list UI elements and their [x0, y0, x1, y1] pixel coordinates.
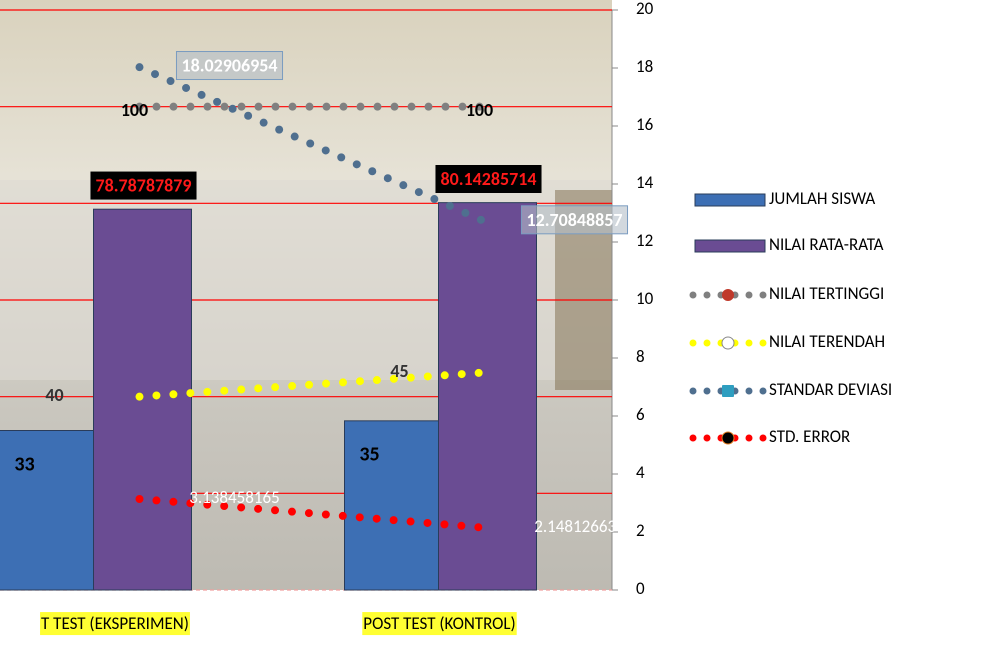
legend-marker	[722, 289, 734, 301]
y2-tick-label: 12	[636, 230, 653, 251]
data-label: 12.70848857	[526, 209, 622, 231]
line-series	[135, 368, 489, 401]
legend-marker	[721, 336, 735, 350]
y2-tick-label: 6	[636, 404, 645, 425]
legend-label: STANDAR DEVIASI	[769, 379, 892, 400]
data-label: 45	[390, 360, 408, 382]
y2-tick-label: 8	[636, 346, 645, 367]
y2-tick-label: 4	[636, 462, 645, 483]
legend-marker	[722, 385, 734, 397]
data-label: 80.14285714	[440, 168, 536, 190]
bar	[438, 202, 537, 591]
line-series	[135, 63, 489, 226]
legend-label: NILAI TERTINGGI	[769, 283, 884, 304]
data-label-box	[90, 171, 197, 200]
data-label: 78.78787879	[95, 175, 191, 197]
x-tick-label: POST TEST (KONTROL)	[363, 613, 515, 634]
bar	[93, 208, 192, 591]
x-tick-label: T TEST (EKSPERIMEN)	[41, 613, 189, 634]
x-tick-highlight	[362, 612, 517, 636]
data-label: 18.02906954	[181, 55, 277, 77]
y2-tick-label: 18	[636, 56, 653, 77]
legend-label: STD. ERROR	[769, 426, 850, 447]
legend-swatch	[694, 193, 766, 207]
data-label: 40	[45, 384, 63, 406]
legend-label: JUMLAH SISWA	[769, 188, 875, 209]
x-tick-highlight	[40, 612, 190, 636]
y2-tick-label: 14	[636, 172, 654, 193]
data-label: 2.148126638	[534, 516, 624, 537]
data-label: 100	[121, 99, 148, 121]
data-label: 3.138458165	[189, 487, 279, 508]
data-label: 33	[14, 452, 34, 476]
y2-tick-label: 2	[636, 520, 645, 541]
data-label: 35	[359, 443, 379, 467]
legend-swatch	[694, 239, 766, 253]
legend-label: NILAI RATA-RATA	[769, 234, 884, 255]
y2-tick-label: 16	[636, 114, 654, 135]
y2-tick-label: 0	[636, 578, 645, 599]
y2-tick-label: 10	[636, 288, 654, 309]
bar	[344, 420, 443, 591]
data-label-box	[520, 205, 629, 235]
line-series	[135, 494, 489, 532]
y2-tick-label: 20	[636, 0, 654, 19]
data-label-box	[175, 51, 284, 81]
legend-marker	[721, 431, 735, 445]
data-label-box	[435, 165, 542, 194]
legend-label: NILAI TERENDAH	[769, 331, 885, 352]
data-label: 100	[466, 99, 493, 121]
